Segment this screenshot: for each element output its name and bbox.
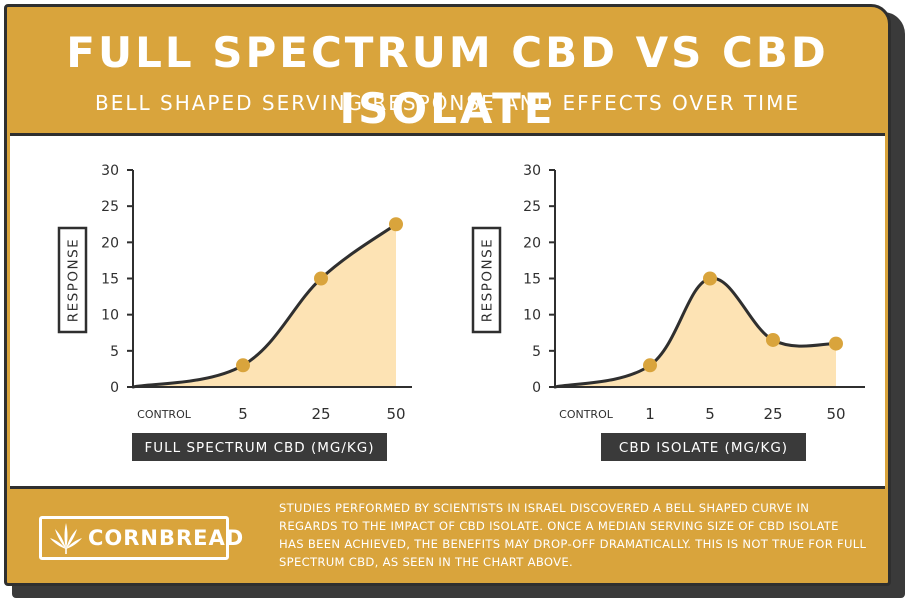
data-point	[236, 358, 250, 373]
y-label-box	[57, 226, 88, 334]
y-tick-label: 10	[101, 308, 119, 324]
data-point	[829, 336, 843, 351]
page-title: FULL SPECTRUM CBD VS CBD ISOLATE	[66, 28, 829, 133]
y-label-box	[471, 226, 502, 334]
data-point	[314, 271, 328, 286]
x-tick-label: 5	[238, 405, 248, 423]
y-tick-label: 5	[532, 344, 541, 360]
x-tick-label: 1	[645, 405, 655, 423]
data-point	[703, 271, 717, 286]
data-point	[643, 358, 657, 373]
y-tick-label: 30	[523, 163, 541, 179]
y-tick-label: 30	[101, 163, 119, 179]
x-tick-label: 25	[763, 405, 782, 423]
logo-text: CORNBREAD	[88, 526, 245, 550]
full-spectrum-chart: 0 5 10 15 20 25 30 CONTROL 5 25 50 RESPONSE FULL SPE…	[57, 163, 412, 461]
area-fill	[555, 278, 836, 387]
x-tick-label: 50	[386, 405, 405, 423]
data-point	[389, 217, 403, 232]
series-line	[131, 222, 398, 389]
footnote-text: STUDIES PERFORMED BY SCIENTISTS IN ISRAE…	[279, 501, 867, 569]
y-tick-label: 0	[110, 380, 119, 396]
infographic-frame: FULL SPECTRUM CBD VS CBD ISOLATE BELL SH…	[4, 4, 891, 586]
y-tick-label: 25	[101, 199, 119, 215]
x-tick-label: 50	[826, 405, 845, 423]
x-axis-label: CBD ISOLATE (MG/KG)	[601, 433, 806, 461]
y-tick-label: 25	[523, 199, 541, 215]
area-fill	[133, 224, 396, 387]
y-label-text: RESPONSE	[66, 238, 82, 322]
y-tick-label: 20	[101, 235, 119, 251]
hemp-leaf-icon	[50, 523, 82, 554]
x-label-text: FULL SPECTRUM CBD (MG/KG)	[145, 440, 375, 456]
x-tick-label: 25	[311, 405, 330, 423]
y-tick-label: 0	[532, 380, 541, 396]
x-tick-label: CONTROL	[559, 408, 614, 421]
x-tick-label: 5	[705, 405, 715, 423]
x-label-box	[132, 433, 387, 461]
y-tick-label: 15	[101, 272, 119, 288]
data-point	[766, 332, 780, 347]
y-label-text: RESPONSE	[480, 238, 496, 322]
x-label-box	[601, 433, 806, 461]
x-axis-label: FULL SPECTRUM CBD (MG/KG)	[132, 433, 387, 461]
y-tick-label: 10	[523, 308, 541, 324]
footer: CORNBREAD STUDIES PERFORMED BY SCIENTIST…	[7, 487, 888, 583]
header: FULL SPECTRUM CBD VS CBD ISOLATE BELL SH…	[7, 7, 888, 133]
cornbread-logo: CORNBREAD	[39, 516, 243, 560]
x-tick-label: CONTROL	[137, 408, 192, 421]
y-axis-label: RESPONSE	[57, 226, 88, 334]
y-axis-label: RESPONSE	[471, 226, 502, 334]
y-tick-label: 5	[110, 344, 119, 360]
charts-panel: 0 5 10 15 20 25 30 CONTROL 5 25 50 RESPONSE FULL SPE…	[10, 133, 885, 489]
page-subtitle: BELL SHAPED SERVING RESPONSE AND EFFECTS…	[95, 91, 800, 115]
x-label-text: CBD ISOLATE (MG/KG)	[619, 440, 788, 456]
y-tick-label: 20	[523, 235, 541, 251]
y-tick-label: 15	[523, 272, 541, 288]
